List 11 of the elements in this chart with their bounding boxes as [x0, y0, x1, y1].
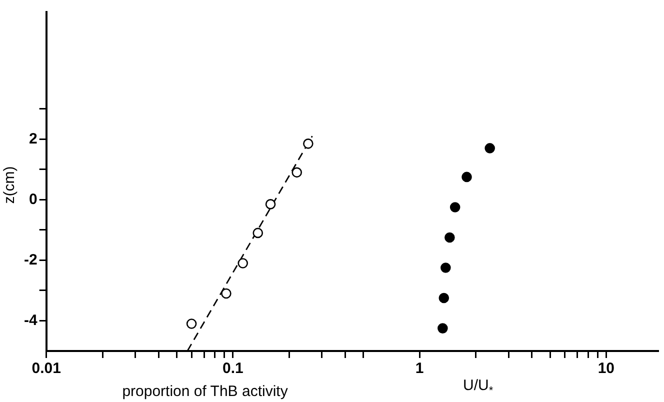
- x-tick-label: 0.1: [222, 360, 244, 378]
- x-tick-label: 0.01: [32, 360, 61, 378]
- y-tick-label: -2: [24, 251, 38, 268]
- y-axis-title: z(cm): [1, 166, 18, 204]
- y-tick-label: -4: [24, 312, 38, 329]
- x-tick-label: 1: [415, 360, 424, 378]
- x-axis-title: proportion of ThB activity: [122, 383, 288, 400]
- y-tick-label: 2: [28, 130, 38, 148]
- text: U/U*: [463, 377, 494, 397]
- y-tick-label: 0: [28, 190, 38, 208]
- x-tick-label: 10: [598, 360, 615, 378]
